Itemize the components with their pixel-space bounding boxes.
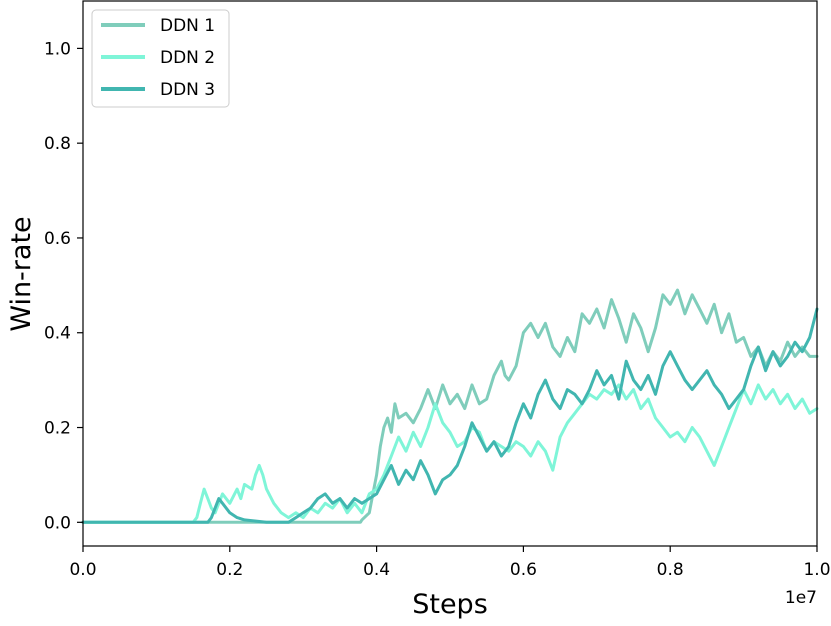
legend: DDN 1 DDN 2 DDN 3	[91, 9, 230, 108]
x-tick-label: 0.0	[69, 560, 96, 580]
y-axis-label: Win-rate	[6, 216, 37, 331]
series-line-ddn-3	[81, 307, 819, 524]
y-tick-label: 0.4	[44, 324, 71, 344]
x-tick-label: 0.8	[657, 560, 684, 580]
plot-frame	[82, 0, 818, 547]
y-tick-label: 0.6	[44, 229, 71, 249]
x-tick-label: 1.0	[803, 560, 830, 580]
x-axis: 0.0 0.2 0.4 0.6 0.8 1.0	[69, 546, 831, 580]
y-axis: 0.0 0.2 0.4 0.6 0.8 1.0	[44, 39, 83, 533]
y-tick-label: 0.2	[44, 419, 71, 439]
y-tick-label: 1.0	[44, 39, 71, 59]
y-tick-label: 0.0	[44, 513, 71, 533]
x-tick-label: 0.4	[363, 560, 390, 580]
x-tick-label: 0.2	[216, 560, 243, 580]
y-tick-label: 0.8	[44, 134, 71, 154]
legend-box	[91, 9, 230, 108]
series-line-ddn-1	[81, 288, 819, 524]
legend-label-ddn-1: DDN 1	[160, 16, 215, 36]
legend-label-ddn-3: DDN 3	[160, 80, 215, 100]
legend-label-ddn-2: DDN 2	[160, 48, 215, 68]
x-tick-label: 0.6	[510, 560, 537, 580]
x-axis-offset-label: 1e7	[785, 588, 817, 608]
x-axis-label: Steps	[412, 589, 488, 620]
plot-lines	[81, 288, 819, 524]
